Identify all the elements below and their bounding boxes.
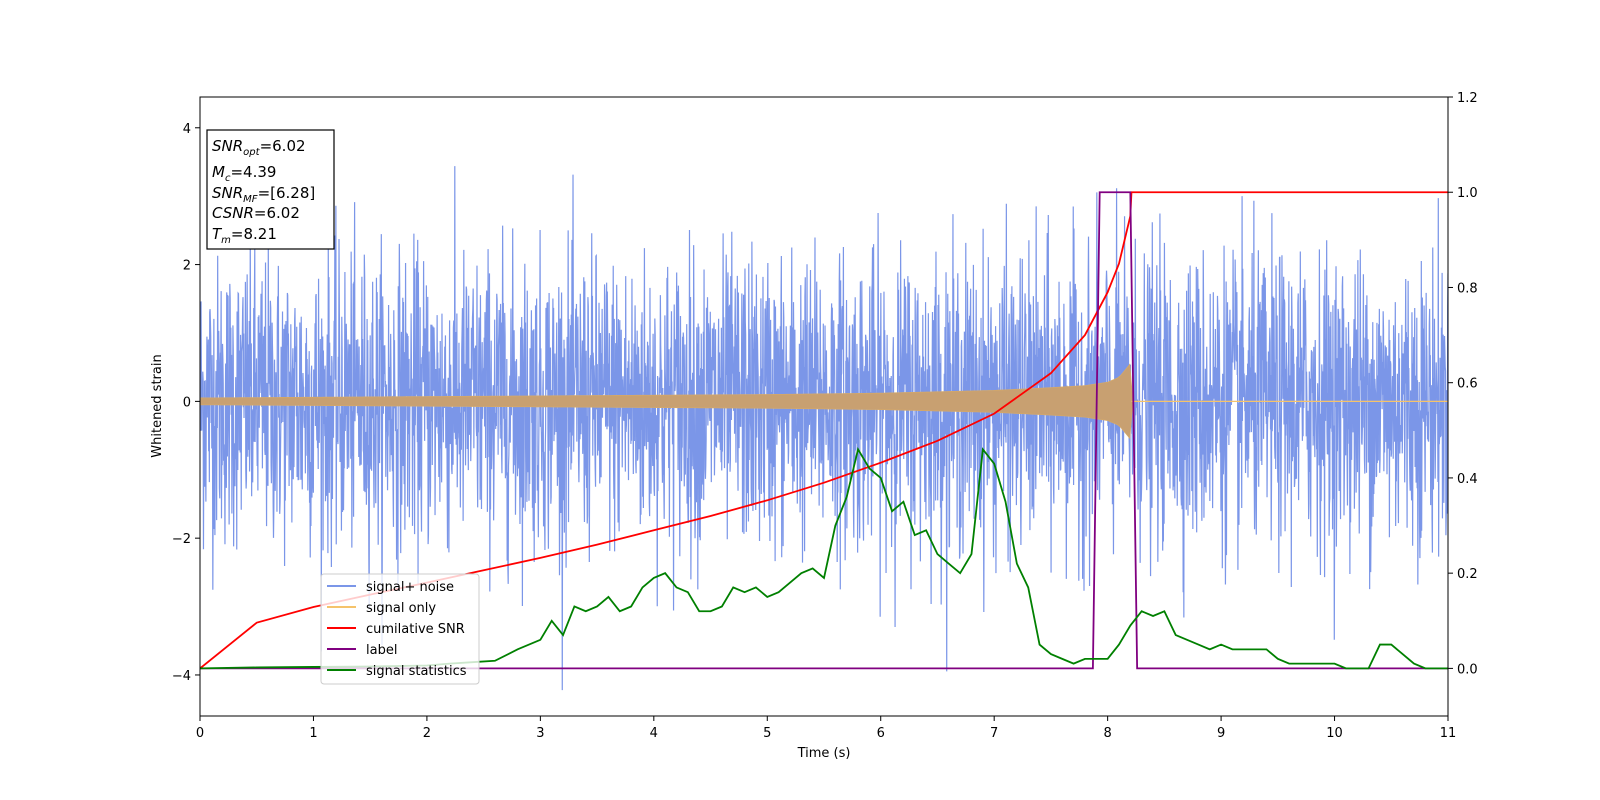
x-tick-label: 9 bbox=[1217, 726, 1225, 741]
series-label bbox=[200, 191, 1448, 670]
legend-label: signal+ noise bbox=[366, 580, 454, 595]
legend-label: cumilative SNR bbox=[366, 622, 465, 637]
x-axis-label: Time (s) bbox=[797, 746, 851, 761]
y-tick-label: −4 bbox=[172, 669, 191, 684]
x-tick-label: 4 bbox=[650, 726, 658, 741]
legend-frame bbox=[320, 573, 480, 685]
y2-tick-label: 1.0 bbox=[1457, 186, 1478, 201]
y2-tick-label: 0.4 bbox=[1457, 472, 1478, 487]
y-tick-label: 2 bbox=[183, 259, 191, 274]
info-line: SNRMF=[6.28] bbox=[212, 184, 315, 205]
info-line: CSNR=6.02 bbox=[212, 204, 300, 222]
y2-tick-label: 0.2 bbox=[1457, 567, 1478, 582]
x-tick-label: 5 bbox=[763, 726, 771, 741]
axes-layer: 0 1 2 3 4 5 6 7 8 9 10 11 4 2 0 −2 −4 1.2 1.0 0.8 0.6 0.4 0.2 0… bbox=[172, 91, 1478, 741]
info-line: Tm=8.21 bbox=[212, 225, 277, 246]
info-line: SNRopt=6.02 bbox=[212, 137, 306, 158]
y2-tick-label: 0.0 bbox=[1457, 662, 1478, 677]
x-tick-label: 11 bbox=[1440, 726, 1457, 741]
x-tick-label: 7 bbox=[990, 726, 998, 741]
x-tick-label: 10 bbox=[1326, 726, 1343, 741]
info-box-frame bbox=[206, 129, 335, 250]
x-tick-label: 1 bbox=[309, 726, 317, 741]
legend-label: signal statistics bbox=[366, 664, 467, 679]
y2-tick-label: 0.8 bbox=[1457, 281, 1478, 296]
y-tick-label: −2 bbox=[172, 532, 191, 547]
x-tick-label: 8 bbox=[1103, 726, 1111, 741]
legend-label: signal only bbox=[366, 601, 436, 616]
series-signal-noise bbox=[200, 166, 1448, 691]
x-tick-label: 3 bbox=[536, 726, 544, 741]
series-layer bbox=[200, 166, 1448, 691]
y2-tick-label: 0.6 bbox=[1457, 377, 1478, 392]
y-axis-label: Whitened strain bbox=[150, 354, 165, 457]
y2-tick-label: 1.2 bbox=[1457, 91, 1478, 106]
series-signal-statistics bbox=[200, 446, 1448, 670]
legend: signal+ noise signal only cumilative SNR la… bbox=[320, 573, 480, 685]
x-tick-label: 0 bbox=[196, 726, 204, 741]
legend-label: label bbox=[366, 643, 397, 658]
x-tick-label: 6 bbox=[877, 726, 885, 741]
plot-frame bbox=[199, 96, 1449, 717]
y-tick-label: 0 bbox=[183, 395, 191, 410]
y-tick-label: 4 bbox=[183, 122, 191, 137]
info-line: Mc=4.39 bbox=[212, 163, 276, 184]
x-tick-label: 2 bbox=[423, 726, 431, 741]
